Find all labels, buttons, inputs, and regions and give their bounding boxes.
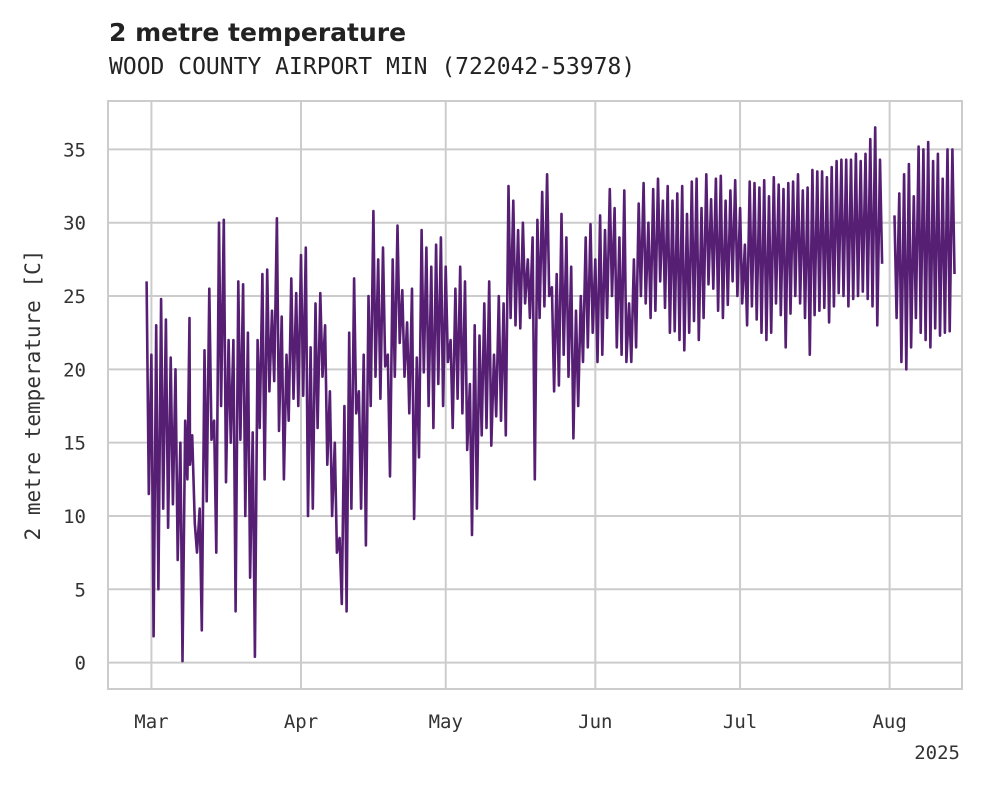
plot-frame [107, 100, 963, 690]
temperature-series-line [893, 140, 956, 371]
x-tick-label: Aug [872, 711, 906, 733]
x-axis-ticks: Mar Apr May Jun Jul Aug [134, 711, 907, 733]
y-axis-ticks: 0 5 10 15 20 25 30 35 [63, 139, 86, 674]
x-tick-label: Jun [578, 711, 612, 733]
data-layer [145, 126, 956, 663]
y-tick-label: 10 [63, 506, 86, 528]
y-tick-label: 5 [75, 579, 86, 601]
y-tick-label: 15 [63, 433, 86, 455]
y-tick-label: 20 [63, 359, 86, 381]
x-tick-label: Mar [134, 711, 168, 733]
temperature-series-line [145, 126, 884, 663]
x-tick-label: Jul [723, 711, 757, 733]
chart-title: 2 metre temperature [109, 18, 406, 47]
x-axis-offset-label: 2025 [914, 742, 960, 764]
y-tick-label: 25 [63, 286, 86, 308]
y-tick-label: 30 [63, 213, 86, 235]
y-tick-label: 35 [63, 139, 86, 161]
y-tick-label: 0 [75, 653, 86, 675]
x-tick-label: Apr [284, 711, 318, 733]
chart-subtitle: WOOD COUNTY AIRPORT MIN (722042-53978) [109, 54, 635, 80]
x-tick-label: May [429, 711, 463, 733]
y-axis-label: 2 metre temperature [C] [21, 250, 45, 541]
